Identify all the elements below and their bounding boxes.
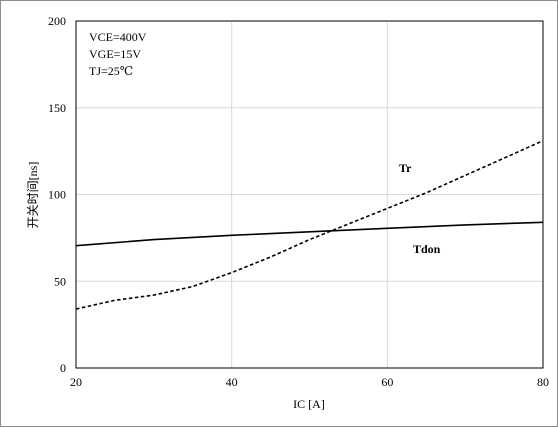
y-tick-labels: 0 50 100 150 200 bbox=[48, 14, 66, 375]
x-tick-label: 60 bbox=[381, 375, 393, 389]
y-tick-label: 200 bbox=[48, 14, 66, 28]
y-axis-title: 开关时间[ns] bbox=[26, 162, 40, 229]
x-tick-label: 20 bbox=[70, 375, 82, 389]
x-tick-labels: 20 40 60 80 bbox=[70, 375, 549, 389]
annotation-vce: VCE=400V bbox=[89, 30, 147, 44]
y-tick-label: 50 bbox=[54, 274, 66, 288]
x-tick-label: 40 bbox=[226, 375, 238, 389]
series-label-tr: Tr bbox=[399, 161, 412, 175]
annotation-vge: VGE=15V bbox=[89, 47, 141, 61]
series-line-tr bbox=[75, 139, 544, 310]
annotation-tj: TJ=25℃ bbox=[89, 64, 133, 78]
series-lines bbox=[75, 139, 544, 310]
x-tick-label: 80 bbox=[537, 375, 549, 389]
series-line-tdon bbox=[75, 221, 544, 247]
y-tick-label: 150 bbox=[48, 101, 66, 115]
x-axis-title: IC [A] bbox=[293, 397, 325, 411]
series-label-tdon: Tdon bbox=[413, 242, 441, 256]
y-tick-label: 0 bbox=[60, 361, 66, 375]
plot-area-border bbox=[75, 20, 544, 369]
y-tick-label: 100 bbox=[48, 188, 66, 202]
grid-lines bbox=[76, 21, 543, 368]
